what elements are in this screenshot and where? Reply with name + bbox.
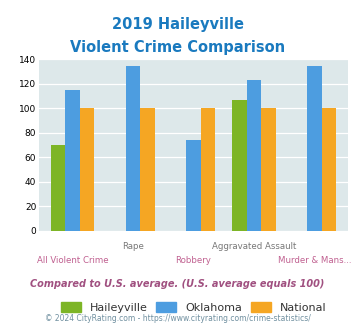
Bar (80, 109, 94, 231)
Bar (322, 109, 337, 231)
Bar (186, 140, 201, 231)
Bar (201, 109, 215, 231)
Bar (307, 66, 322, 231)
Text: Compared to U.S. average. (U.S. average equals 100): Compared to U.S. average. (U.S. average … (30, 279, 325, 289)
Text: Violent Crime Comparison: Violent Crime Comparison (70, 40, 285, 54)
Legend: Haileyville, Oklahoma, National: Haileyville, Oklahoma, National (61, 302, 326, 313)
Bar (247, 80, 261, 231)
Text: 2019 Haileyville: 2019 Haileyville (111, 16, 244, 31)
Text: © 2024 CityRating.com - https://www.cityrating.com/crime-statistics/: © 2024 CityRating.com - https://www.city… (45, 314, 310, 323)
Bar (126, 66, 140, 231)
Text: Robbery: Robbery (175, 256, 212, 265)
Text: All Violent Crime: All Violent Crime (37, 256, 108, 265)
Bar (140, 109, 155, 231)
Bar (50, 145, 65, 231)
Bar (65, 90, 80, 231)
Text: Murder & Mans...: Murder & Mans... (278, 256, 351, 265)
Bar (261, 109, 276, 231)
Bar (232, 100, 247, 231)
Text: Rape: Rape (122, 242, 144, 251)
Text: Aggravated Assault: Aggravated Assault (212, 242, 296, 251)
